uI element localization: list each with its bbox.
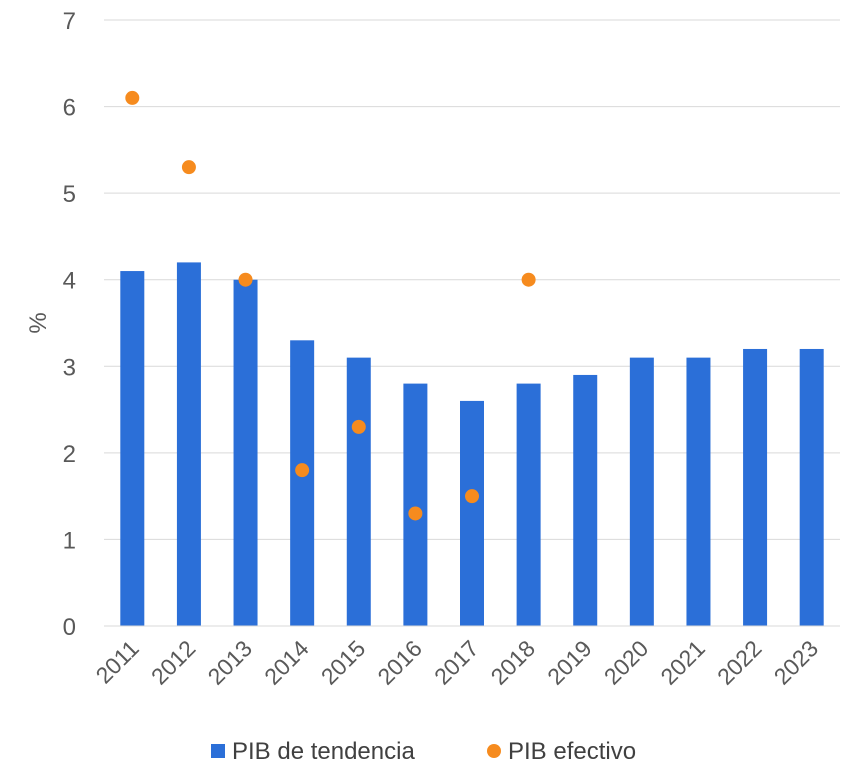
y-tick-label: 5 — [63, 181, 76, 208]
x-tick-label: 2019 — [542, 635, 597, 690]
point — [125, 90, 140, 105]
bar — [290, 340, 315, 626]
bar — [629, 357, 654, 626]
bar — [176, 262, 201, 626]
legend-bar-label: PIB de tendencia — [232, 738, 415, 765]
bar — [403, 383, 428, 626]
x-tick-label: 2014 — [259, 635, 314, 690]
gridlines — [104, 19, 840, 540]
bar-series — [120, 262, 824, 626]
x-tick-label: 2021 — [655, 635, 710, 690]
x-tick-label: 2018 — [486, 635, 541, 690]
legend: PIB de tendencia PIB efectivo — [211, 738, 636, 765]
point — [408, 506, 423, 521]
bar — [460, 400, 484, 626]
bar — [346, 357, 371, 626]
legend-point-label: PIB efectivo — [508, 738, 636, 765]
y-tick-label: 4 — [63, 268, 76, 295]
point — [351, 419, 366, 434]
y-tick-label: 3 — [63, 354, 76, 381]
y-tick-label: 2 — [63, 441, 76, 468]
bar — [743, 348, 768, 626]
point — [238, 272, 253, 287]
x-tick-label: 2022 — [712, 635, 767, 690]
bar — [233, 279, 258, 626]
point-series — [125, 90, 536, 521]
x-axis-ticks: 2011 2012 2013 2014 2015 2016 2017 2018 2019 2020… — [90, 635, 823, 690]
point — [465, 489, 479, 504]
legend-bar-swatch — [211, 744, 225, 758]
x-tick-label: 2015 — [316, 635, 371, 690]
x-tick-label: 2016 — [372, 635, 427, 690]
bar — [799, 348, 824, 626]
bar — [686, 357, 711, 626]
bar — [573, 374, 598, 626]
point — [521, 272, 536, 287]
x-tick-label: 2013 — [203, 635, 258, 690]
x-tick-label: 2011 — [90, 635, 143, 688]
y-axis-ticks: 0 1 2 3 4 5 6 7 — [63, 8, 76, 641]
point — [181, 160, 196, 175]
x-tick-label: 2023 — [769, 635, 824, 690]
bar — [120, 271, 145, 626]
y-tick-label: 0 — [63, 614, 76, 641]
y-tick-label: 7 — [63, 8, 76, 35]
x-tick-label: 2012 — [146, 635, 201, 690]
legend-point-swatch — [487, 744, 501, 758]
bar — [516, 383, 541, 626]
y-tick-label: 1 — [63, 527, 76, 554]
point — [295, 463, 310, 478]
y-tick-label: 6 — [63, 95, 76, 122]
x-tick-label: 2020 — [599, 635, 654, 690]
y-axis-label: % — [25, 312, 52, 333]
x-tick-label: 2017 — [429, 635, 484, 690]
